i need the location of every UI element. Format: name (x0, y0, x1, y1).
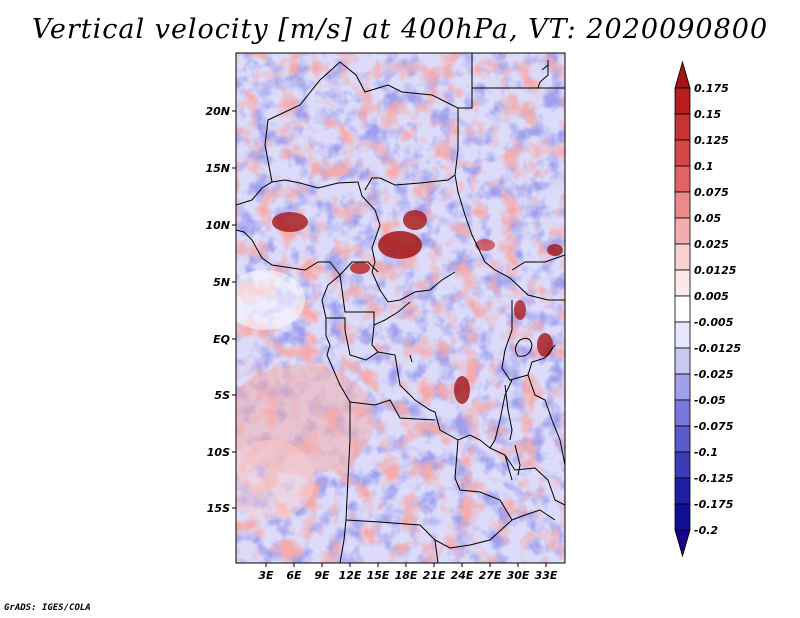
lon-label: 27E (479, 569, 502, 582)
field-neutral-region (236, 270, 305, 330)
field-convective-cell (475, 239, 495, 251)
colorbar-level-label: 0.0125 (694, 264, 737, 277)
field-convective-cell (454, 376, 470, 404)
colorbar-swatch (674, 347, 691, 375)
colorbar-level-label: 0.05 (694, 212, 721, 225)
colorbar-swatch (674, 60, 691, 89)
lon-label: 21E (423, 569, 446, 582)
lat-label: 10N (205, 219, 230, 232)
field-convective-cell (272, 212, 308, 232)
colorbar-level-label: -0.05 (694, 394, 726, 407)
colorbar-swatch (674, 399, 691, 427)
lat-label: 5N (213, 276, 230, 289)
colorbar-swatch (674, 269, 691, 297)
colorbar-swatches (674, 60, 691, 558)
lon-label: 6E (286, 569, 302, 582)
field-ascent-region (236, 440, 315, 520)
lon-label: 9E (314, 569, 330, 582)
colorbar-swatch (674, 503, 691, 531)
colorbar-level-label: 0.025 (694, 238, 729, 251)
field-convective-cell (350, 262, 370, 274)
longitude-labels: 3E 6E 9E 12E 15E 18E 21E 24E 27E 30E 33E (258, 569, 557, 582)
longitude-ticks (265, 563, 547, 567)
colorbar-swatch (674, 425, 691, 453)
colorbar-level-label: -0.0125 (694, 342, 741, 355)
lon-label: 12E (339, 569, 362, 582)
lon-label: 3E (258, 569, 274, 582)
colorbar-swatch (674, 139, 691, 167)
country-boundaries (236, 53, 565, 563)
colorbar-level-label: 0.125 (694, 134, 729, 147)
colorbar-level-label: -0.175 (694, 498, 734, 511)
colorbar-level-label: -0.075 (694, 420, 734, 433)
grads-credit: GrADS: IGES/COLA (4, 603, 91, 613)
lat-label: EQ (213, 333, 230, 346)
colorbar-swatch (674, 477, 691, 505)
colorbar: 0.175 0.15 0.125 0.1 0.075 0.05 0.025 0.… (674, 60, 741, 558)
colorbar-swatch (674, 295, 691, 323)
lat-label: 15N (205, 162, 230, 175)
colorbar-swatch (674, 87, 691, 115)
colorbar-swatch (674, 165, 691, 193)
colorbar-level-label: -0.005 (694, 316, 734, 329)
lat-label: 5S (214, 389, 230, 402)
field-convective-cell (514, 300, 526, 320)
colorbar-swatch (674, 373, 691, 401)
colorbar-swatch (674, 243, 691, 271)
colorbar-level-label: 0.005 (694, 290, 729, 303)
colorbar-level-label: 0.075 (694, 186, 729, 199)
colorbar-swatch (674, 451, 691, 479)
lat-label: 20N (205, 105, 230, 118)
colorbar-swatch (674, 217, 691, 245)
velocity-field (236, 53, 565, 563)
colorbar-swatch (674, 191, 691, 219)
lon-label: 18E (395, 569, 418, 582)
lat-label: 15S (207, 502, 230, 515)
colorbar-level-label: 0.1 (694, 160, 714, 173)
colorbar-labels: 0.175 0.15 0.125 0.1 0.075 0.05 0.025 0.… (694, 82, 741, 537)
map-title: Vertical velocity [m/s] at 400hPa, VT: 2… (31, 14, 769, 45)
colorbar-level-label: -0.2 (694, 524, 718, 537)
colorbar-swatch (674, 529, 691, 558)
lon-label: 33E (535, 569, 558, 582)
field-convective-cell (403, 210, 427, 230)
latitude-ticks (232, 110, 236, 509)
lon-label: 15E (367, 569, 390, 582)
field-convective-cell (378, 231, 422, 259)
colorbar-level-label: -0.125 (694, 472, 734, 485)
colorbar-swatch (674, 113, 691, 141)
lon-label: 30E (507, 569, 530, 582)
colorbar-level-label: -0.1 (694, 446, 718, 459)
colorbar-level-label: 0.15 (694, 108, 721, 121)
colorbar-level-label: -0.025 (694, 368, 734, 381)
colorbar-swatch (674, 321, 691, 349)
lat-label: 10S (207, 446, 230, 459)
map-frame (235, 52, 566, 564)
latitude-labels: 20N 15N 10N 5N EQ 5S 10S 15S (205, 105, 230, 515)
field-convective-cell (537, 333, 553, 357)
field-convective-cell (547, 244, 563, 256)
lon-label: 24E (451, 569, 474, 582)
colorbar-level-label: 0.175 (694, 82, 729, 95)
